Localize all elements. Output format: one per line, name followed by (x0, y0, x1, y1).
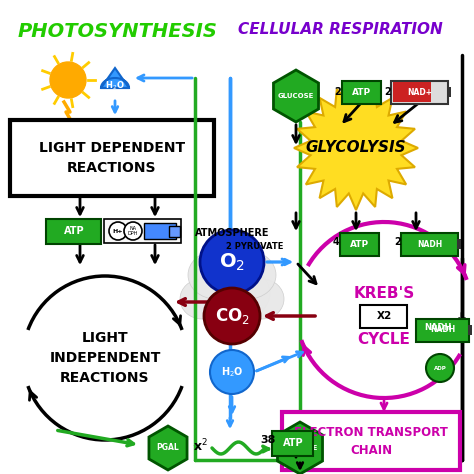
Ellipse shape (240, 279, 284, 319)
Text: H$_2$O: H$_2$O (105, 80, 125, 92)
FancyBboxPatch shape (273, 430, 313, 456)
Text: NADH: NADH (424, 323, 452, 332)
Text: H$_2$O: H$_2$O (221, 365, 243, 379)
Text: PHOTOSYNTHESIS: PHOTOSYNTHESIS (18, 22, 218, 41)
Text: CYCLE: CYCLE (357, 332, 410, 347)
Text: NAD+: NAD+ (408, 88, 432, 97)
FancyBboxPatch shape (340, 233, 380, 255)
FancyBboxPatch shape (401, 233, 458, 255)
Text: NA
DPH: NA DPH (128, 226, 138, 237)
Ellipse shape (180, 279, 224, 319)
Text: x$^2$: x$^2$ (192, 438, 208, 454)
Polygon shape (273, 70, 319, 122)
Text: H+: H+ (113, 228, 123, 234)
Text: 2 PYRUVATE: 2 PYRUVATE (226, 241, 283, 250)
Circle shape (50, 62, 86, 98)
Text: PGAL: PGAL (156, 444, 179, 453)
FancyBboxPatch shape (104, 219, 181, 243)
FancyBboxPatch shape (457, 239, 461, 249)
Text: 2: 2 (335, 87, 341, 97)
Circle shape (124, 222, 142, 240)
FancyBboxPatch shape (282, 412, 460, 470)
Circle shape (200, 230, 264, 294)
FancyBboxPatch shape (468, 325, 472, 335)
Text: 4: 4 (333, 237, 339, 247)
Text: NADH: NADH (418, 239, 443, 248)
Text: ADP: ADP (434, 365, 447, 371)
Text: CO$_2$: CO$_2$ (215, 306, 249, 326)
Text: NADH: NADH (430, 326, 456, 335)
FancyBboxPatch shape (343, 81, 382, 103)
FancyBboxPatch shape (46, 219, 101, 244)
Text: GLYCOLYSIS: GLYCOLYSIS (306, 140, 406, 155)
Ellipse shape (202, 243, 262, 287)
Circle shape (109, 222, 127, 240)
FancyBboxPatch shape (170, 226, 181, 237)
Text: ATP: ATP (350, 239, 370, 248)
Polygon shape (277, 422, 322, 474)
Text: LIGHT DEPENDENT
REACTIONS: LIGHT DEPENDENT REACTIONS (39, 141, 185, 175)
Ellipse shape (220, 251, 276, 299)
Circle shape (210, 350, 254, 394)
Polygon shape (101, 68, 129, 88)
FancyBboxPatch shape (10, 120, 214, 196)
Text: ATP: ATP (283, 438, 303, 448)
Text: 38: 38 (260, 435, 276, 445)
Text: ATMOSPHERE: ATMOSPHERE (195, 228, 269, 238)
Text: LIGHT
INDEPENDENT
REACTIONS: LIGHT INDEPENDENT REACTIONS (49, 331, 161, 384)
Text: KREB'S: KREB'S (354, 286, 415, 301)
Circle shape (426, 354, 454, 382)
Text: 2: 2 (384, 87, 392, 97)
Text: X2: X2 (376, 311, 392, 321)
Text: 2: 2 (395, 237, 401, 247)
FancyBboxPatch shape (393, 82, 431, 102)
Ellipse shape (188, 251, 244, 299)
Text: GLUCOSE: GLUCOSE (278, 93, 314, 99)
Text: CELLULAR RESPIRATION: CELLULAR RESPIRATION (237, 22, 442, 37)
Circle shape (204, 288, 260, 344)
Text: ELECTRON TRANSPORT
CHAIN: ELECTRON TRANSPORT CHAIN (294, 426, 448, 456)
Polygon shape (294, 86, 418, 210)
FancyBboxPatch shape (417, 319, 470, 341)
FancyBboxPatch shape (361, 304, 408, 328)
Text: O$_2$: O$_2$ (219, 251, 245, 273)
FancyBboxPatch shape (447, 87, 451, 97)
FancyBboxPatch shape (144, 223, 176, 239)
Text: GLUCOSE: GLUCOSE (282, 445, 318, 451)
Ellipse shape (194, 263, 270, 323)
Text: ATP: ATP (64, 226, 84, 236)
Polygon shape (149, 426, 187, 470)
Circle shape (296, 222, 472, 398)
FancyBboxPatch shape (392, 81, 448, 103)
Text: ATP: ATP (353, 88, 372, 97)
